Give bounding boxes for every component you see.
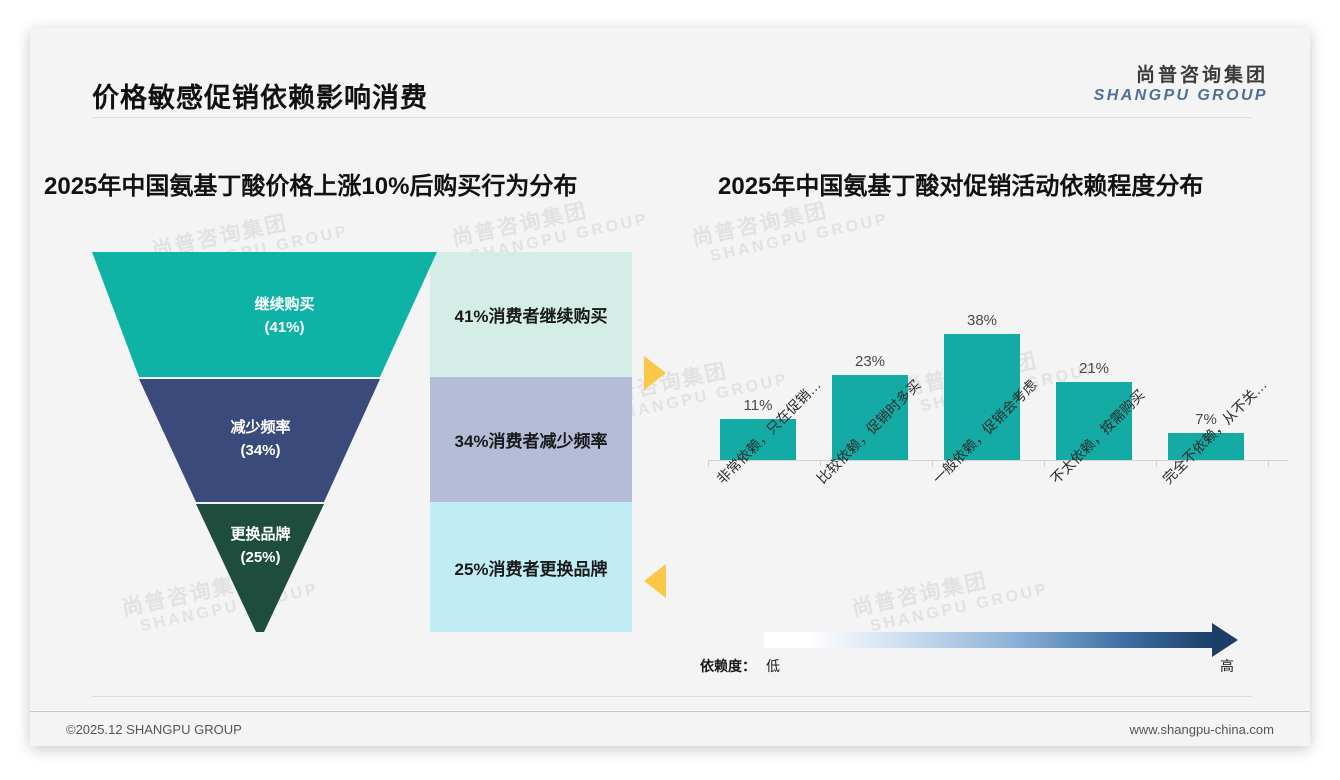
bar-value-label: 21% (1078, 360, 1110, 377)
page-title: 价格敏感促销依赖影响消费 (92, 83, 428, 113)
footer-website[interactable]: www.shangpu-china.com (1129, 722, 1274, 737)
legend-low-label: 低 (766, 658, 780, 674)
triangle-left-icon (644, 564, 666, 598)
bar-rect (1056, 382, 1132, 460)
slide-header: 价格敏感促销依赖影响消费 尚普咨询集团 SHANGPU GROUP (30, 28, 1310, 117)
funnel-callout-text: 41%消费者继续购买 (454, 307, 608, 326)
bar-value-label: 11% (743, 397, 773, 414)
slide-footer: ©2025.12 SHANGPU GROUP www.shangpu-china… (30, 712, 1310, 746)
funnel-callout-panel: 25%消费者更换品牌 (430, 502, 632, 632)
funnel-segment-2 (139, 379, 380, 502)
funnel-shapes (92, 252, 437, 632)
arrow-right-icon (1212, 623, 1238, 657)
note-divider (92, 696, 1252, 697)
bar-value-label: 7% (1195, 411, 1217, 428)
bar-column: 7% (1168, 312, 1244, 460)
funnel-callout-panel: 34%消费者减少频率 (430, 377, 632, 502)
bar-rect (832, 375, 908, 460)
funnel-stage-value: (41%) (264, 318, 305, 336)
funnel-callout-text: 34%消费者减少频率 (454, 432, 608, 451)
right-chart-title: 2025年中国氨基丁酸对促销活动依赖程度分布 (718, 173, 1204, 200)
bar-column: 21% (1056, 312, 1132, 460)
legend-high-label: 高 (1220, 658, 1234, 674)
funnel-segment-3 (196, 504, 324, 632)
funnel-stage-label: 继续购买 (41%) (202, 294, 367, 339)
funnel-segment-1 (92, 252, 437, 377)
footer-divider (30, 711, 1310, 712)
funnel-callout-text: 25%消费者更换品牌 (454, 559, 608, 579)
funnel-stage-value: (25%) (240, 548, 281, 566)
funnel-stage-name: 更换品牌 (230, 526, 291, 543)
legend-title: 依赖度： (700, 658, 756, 674)
funnel-stage-label: 减少频率 (34%) (178, 417, 343, 462)
bar-column: 23% (832, 312, 908, 460)
logo-text-en: SHANGPU GROUP (1093, 86, 1268, 104)
x-axis-tick (1156, 460, 1157, 467)
bar-column: 38% (944, 312, 1020, 460)
gradient-bar (764, 632, 1214, 648)
bar-plot-area: 11% 23% 38% 21% 7% (718, 312, 1278, 460)
funnel-stage-name: 减少频率 (230, 419, 291, 436)
funnel-stage-value: (34%) (240, 441, 281, 459)
dependence-gradient-legend: 依赖度： 低 高 (690, 623, 1290, 684)
funnel-callout-panel: 41%消费者继续购买 (430, 252, 632, 377)
left-chart-title: 2025年中国氨基丁酸价格上涨10%后购买行为分布 (44, 173, 578, 200)
dependence-bar-chart: 11% 23% 38% 21% 7% (690, 252, 1290, 672)
brand-logo: 尚普咨询集团 SHANGPU GROUP (1094, 66, 1268, 105)
triangle-right-icon (644, 356, 666, 390)
bar-rect (944, 334, 1020, 460)
funnel-stage-label: 更换品牌 (25%) (178, 524, 343, 569)
bar-value-label: 38% (966, 312, 998, 329)
x-axis-tick (820, 460, 821, 467)
bar-value-label: 23% (854, 353, 886, 370)
x-axis-tick (1268, 460, 1269, 467)
logo-text-cn: 尚普咨询集团 (1135, 65, 1268, 86)
x-axis-tick (1044, 460, 1045, 467)
slide-card: 尚普咨询集团 SHANGPU GROUP 尚普咨询集团 SHANGPU GROU… (30, 28, 1310, 746)
funnel-stage-name: 继续购买 (254, 296, 315, 313)
x-axis-tick (708, 460, 709, 467)
funnel-chart: 41%消费者继续购买 34%消费者减少频率 25%消费者更换品牌 继续购买 (4… (92, 252, 666, 632)
bar-rect (1168, 433, 1244, 460)
bar-column: 11% (720, 312, 796, 460)
x-axis-tick (932, 460, 933, 467)
footer-copyright: ©2025.12 SHANGPU GROUP (66, 722, 242, 737)
bar-rect (720, 419, 796, 460)
x-axis-line (708, 460, 1288, 461)
header-divider (92, 117, 1252, 118)
